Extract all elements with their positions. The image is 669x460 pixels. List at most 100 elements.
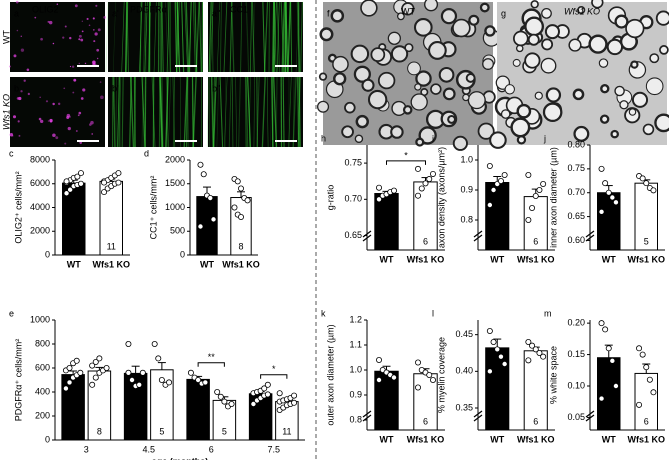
data-point	[415, 359, 422, 366]
data-point	[497, 353, 504, 360]
texture	[442, 87, 456, 101]
x-tick-label: WT	[602, 254, 616, 264]
n-label: 6	[644, 416, 649, 426]
texture	[176, 1, 181, 73]
y-tick-label: 1000	[30, 314, 50, 324]
texture	[614, 14, 629, 29]
n-label: 5	[196, 426, 201, 436]
data-point	[415, 384, 422, 391]
data-point	[115, 170, 122, 177]
data-point	[636, 401, 643, 408]
x-tick-label: WT	[200, 259, 214, 269]
data-point	[200, 171, 207, 178]
texture	[401, 2, 415, 16]
texture	[330, 9, 345, 23]
data-point	[221, 398, 228, 405]
y-tick-label: 0.05	[567, 412, 585, 422]
texture	[15, 0, 19, 4]
texture	[217, 1, 221, 73]
texture	[599, 114, 610, 124]
texture	[545, 87, 562, 103]
y-axis-label: axon density (axons/µm²)	[436, 147, 446, 248]
texture	[228, 76, 232, 148]
texture	[72, 91, 75, 94]
texture	[610, 129, 619, 139]
texture	[245, 1, 250, 73]
texture	[288, 76, 292, 148]
data-point	[151, 340, 158, 347]
data-point	[139, 369, 146, 376]
texture	[144, 1, 148, 73]
texture	[103, 16, 106, 19]
texture	[206, 76, 210, 148]
y-axis-label: % myelin coverage	[436, 337, 446, 413]
texture	[40, 119, 44, 124]
data-point	[490, 338, 497, 345]
texture	[377, 71, 396, 90]
y-tick-label: 8000	[30, 154, 50, 164]
texture	[654, 113, 669, 133]
axis-break	[473, 234, 483, 242]
data-point	[536, 186, 543, 193]
y-tick-label: 0.45	[455, 329, 473, 339]
data-point	[77, 170, 84, 177]
texture	[125, 1, 129, 73]
data-point	[429, 170, 436, 177]
axis-break	[362, 234, 372, 242]
texture	[125, 1, 128, 73]
texture	[513, 30, 529, 47]
panel-letter: b'	[112, 83, 119, 93]
texture	[244, 76, 247, 148]
texture	[262, 1, 266, 73]
data-point	[609, 194, 616, 201]
texture	[12, 115, 17, 119]
data-point	[237, 213, 244, 220]
texture	[34, 16, 37, 19]
n-label: 6	[606, 416, 611, 426]
panel-letter: c	[9, 148, 14, 158]
texture	[631, 91, 649, 108]
texture	[23, 79, 26, 82]
texture	[360, 0, 378, 17]
texture	[121, 1, 125, 73]
texture	[292, 76, 295, 148]
stain-label: PDGFRα	[130, 4, 167, 14]
texture	[544, 24, 560, 40]
texture	[414, 83, 422, 91]
texture	[211, 76, 214, 148]
data-point	[426, 176, 433, 183]
texture	[256, 76, 258, 148]
y-tick-label: 0.35	[455, 402, 473, 412]
data-point	[66, 364, 73, 371]
texture	[524, 52, 541, 69]
y-tick-label: 600	[35, 362, 50, 372]
data-point	[214, 388, 221, 395]
texture	[573, 125, 590, 142]
texture	[245, 76, 249, 148]
y-tick-label: 6000	[30, 178, 50, 188]
texture	[219, 1, 222, 73]
y-tick-label: 0.20	[567, 318, 585, 328]
data-point	[63, 178, 70, 185]
data-point	[646, 376, 653, 383]
texture	[231, 1, 235, 73]
texture	[52, 42, 55, 45]
texture	[319, 27, 334, 42]
texture	[219, 76, 224, 148]
y-tick-label: 0	[45, 249, 50, 259]
row-label: WT	[1, 30, 11, 44]
x-tick-label: 6	[209, 444, 214, 454]
texture	[659, 45, 669, 55]
texture	[479, 2, 490, 13]
data-point	[497, 177, 504, 184]
texture	[318, 72, 328, 81]
texture	[172, 76, 176, 148]
texture	[516, 135, 527, 145]
y-tick-label: 0	[45, 434, 50, 444]
texture	[477, 122, 495, 140]
texture	[387, 31, 401, 45]
texture	[16, 29, 19, 32]
data-point	[66, 379, 73, 386]
n-label: 5	[644, 236, 649, 246]
